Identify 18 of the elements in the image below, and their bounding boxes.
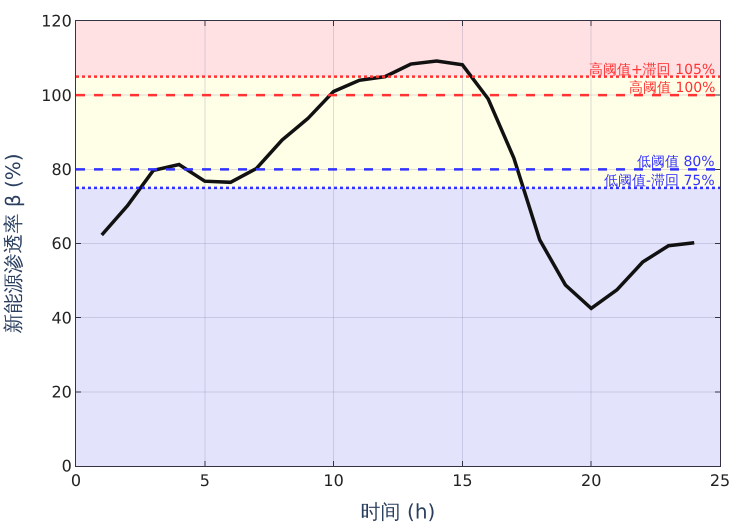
x-tick-label: 5 — [200, 471, 210, 490]
ref-line-label: 高阈值+滞回 105% — [589, 62, 716, 78]
y-axis-title: 新能源渗透率 β (%) — [0, 153, 25, 334]
y-tick-label: 20 — [51, 382, 72, 402]
ref-line-label: 高阈值 100% — [629, 80, 716, 96]
y-tick-label: 0 — [62, 456, 72, 476]
x-tick-label: 20 — [581, 471, 602, 490]
ref-line-label: 低阈值 80% — [637, 154, 715, 170]
x-axis-title: 时间 (h) — [360, 500, 436, 524]
y-tick-label: 120 — [41, 12, 72, 31]
y-tick-label: 100 — [41, 86, 72, 105]
x-tick-label: 25 — [710, 471, 730, 490]
y-tick-label: 40 — [51, 308, 72, 328]
ref-line-label: 低阈值-滞回 75% — [604, 173, 715, 189]
x-tick-label: 15 — [452, 471, 473, 490]
x-tick-label: 10 — [323, 471, 344, 490]
y-tick-label: 60 — [51, 234, 72, 254]
y-tick-label: 80 — [51, 160, 72, 179]
